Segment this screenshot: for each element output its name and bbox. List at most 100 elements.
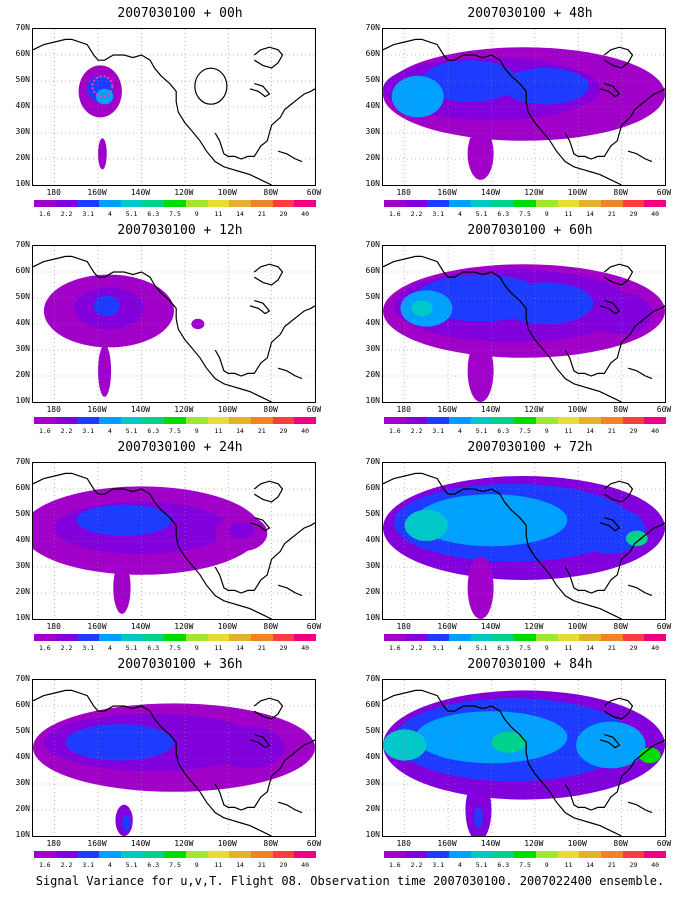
longitude-label: 120W [174,622,194,631]
latitude-label: 70N [365,240,380,249]
colorbar-swatch [644,417,666,424]
colorbar-swatch [272,200,295,207]
colorbar-level-label: 1.6 [38,427,51,435]
latitude-label: 70N [15,457,30,466]
longitude-label: 140W [480,622,501,631]
longitude-label: 180 [396,405,411,414]
latitude-label: 70N [365,23,380,32]
colorbar-level-label: 5.1 [125,427,138,435]
variance-contour [502,68,590,105]
variance-contour [497,282,594,324]
colorbar-level-label: 5.1 [475,427,488,435]
variance-contour [65,724,174,761]
colorbar-level-label: 9 [194,427,199,435]
longitude-label: 180 [396,622,411,631]
map-plot [32,462,316,620]
colorbar-swatch [55,417,78,424]
colorbar-swatch [229,634,251,641]
latitude-label: 30N [365,344,380,353]
longitude-label: 100W [217,622,237,631]
coastline [599,734,621,749]
map-panel: 2007030100 + 48h 70N 60N 50N 40N 30N 20N 10N 180… [350,6,680,226]
colorbar-level-label: 40 [651,644,660,652]
longitude-label: 160W [437,622,457,631]
colorbar-level-label: 7.5 [169,644,181,652]
colorbar-level-label: 9 [544,644,549,652]
latitude-label: 30N [15,561,30,570]
colorbar-swatch [535,851,558,858]
variance-contour [121,815,131,831]
colorbar-swatch [294,634,316,641]
colorbar-swatch [557,200,580,207]
latitude-label: 60N [365,700,380,709]
longitude-label: 80W [263,839,278,848]
longitude-label: 100W [567,622,587,631]
longitude-label: 120W [524,405,544,414]
variance-contour [228,522,255,539]
colorbar-swatch [250,634,273,641]
coastline [249,734,271,749]
coastline [253,697,284,720]
colorbar-swatch [250,200,273,207]
colorbar-swatch [579,417,601,424]
coastline [421,689,622,836]
variance-contour [467,339,494,402]
latitude-label: 10N [365,179,380,188]
colorbar-level-label: 14 [236,861,244,869]
longitude-label: 60W [306,622,322,631]
map-panel: 2007030100 + 60h 70N 60N 50N 40N 30N 20N 10N 180… [350,223,680,443]
panel-title: 2007030100 + 36h [117,657,243,672]
colorbar-swatch [164,851,186,858]
colorbar-level-label: 29 [279,644,288,652]
latitude-label: 60N [365,266,380,275]
latitude-label: 20N [365,370,380,379]
colorbar-swatch [600,417,623,424]
coastline [277,584,303,597]
map-plot [382,462,666,620]
longitude-label: 80W [613,405,628,414]
latitude-label: 60N [15,483,30,492]
variance-contour [625,530,648,547]
colorbar-level-label: 14 [586,427,594,435]
colorbar-level-label: 1.6 [38,210,51,218]
map-panel: 2007030100 + 00h 70N 60N 50N 40N 30N 20N 10N 180… [0,6,330,226]
colorbar-swatch [492,417,515,424]
longitude-label: 100W [567,839,587,848]
map-panel: 2007030100 + 72h 70N 60N 50N 40N 30N 20N 10N 180… [350,440,680,660]
latitude-label: 60N [365,483,380,492]
latitude-label: 40N [365,318,380,327]
variance-contour [591,292,652,335]
colorbar-swatch [34,634,56,641]
colorbar-swatch [99,200,121,207]
colorbar-swatch [470,200,493,207]
coastline [383,472,422,485]
latitude-label: 30N [15,127,30,136]
colorbar-swatch [55,634,78,641]
longitude-label: 140W [480,839,501,848]
colorbar-level-label: 1.6 [388,210,401,218]
colorbar-level-label: 7.5 [519,427,531,435]
colorbar-level-label: 40 [301,210,310,218]
coastline [71,472,272,619]
longitude-label: 60W [656,405,672,414]
panel-title: 2007030100 + 48h [467,6,593,21]
map-panel: 2007030100 + 36h 70N 60N 50N 40N 30N 20N 10N 180… [0,657,330,877]
latitude-label: 10N [15,179,30,188]
longitude-label: 180 [46,188,61,197]
colorbar-swatch [164,200,186,207]
coastline [214,88,315,160]
colorbar-swatch [535,417,558,424]
coastline [33,255,72,268]
colorbar-swatch [470,634,493,641]
colorbar-level-label: 14 [586,644,594,652]
colorbar-level-label: 4 [457,427,462,435]
colorbar-swatch [514,634,536,641]
longitude-label: 120W [174,188,194,197]
colorbar-swatch [384,200,406,207]
colorbar-swatch [449,851,471,858]
colorbar [34,417,316,424]
coastline [249,517,271,532]
latitude-label: 30N [365,127,380,136]
colorbar-level-label: 6.3 [497,644,510,652]
colorbar-level-label: 4 [107,861,112,869]
